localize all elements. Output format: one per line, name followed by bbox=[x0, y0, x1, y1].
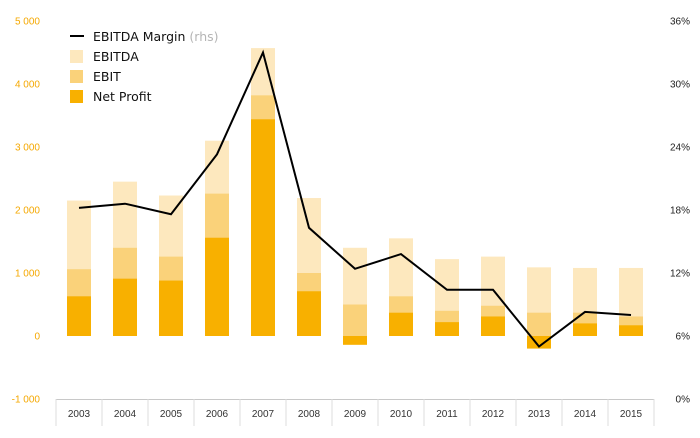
axis-layer: 2003 2004 2005 2006 2007 2008 2009 2010 2011 2012… bbox=[12, 17, 691, 426]
legend-item-net-profit: Net Profit bbox=[70, 86, 219, 106]
x-tick-label: 2010 bbox=[390, 409, 413, 420]
legend-label: Net Profit bbox=[93, 88, 152, 104]
y-right-tick-label: 24% bbox=[670, 143, 690, 154]
legend-item-ebitda: EBITDA bbox=[70, 46, 219, 66]
line-ebitda-margin bbox=[78, 49, 632, 348]
legend-swatch bbox=[70, 69, 83, 83]
legend-item-ebit: EBIT bbox=[70, 66, 219, 86]
y-right-tick-label: 12% bbox=[670, 269, 690, 280]
legend-label: EBIT bbox=[93, 68, 121, 84]
y-left-tick-label: 4 000 bbox=[15, 80, 40, 91]
y-left-tick-label: 1 000 bbox=[15, 269, 40, 280]
chart-legend: EBITDA Margin (rhs) EBITDA EBIT Net Prof… bbox=[70, 26, 219, 106]
x-tick-label: 2011 bbox=[436, 409, 458, 420]
x-tick-label: 2003 bbox=[68, 409, 91, 420]
x-tick-label: 2014 bbox=[574, 409, 597, 420]
legend-item-ebitda-margin: EBITDA Margin (rhs) bbox=[70, 26, 219, 46]
x-tick-label: 2015 bbox=[620, 409, 643, 420]
bar-ebit bbox=[343, 304, 367, 336]
x-tick-label: 2012 bbox=[482, 409, 505, 420]
bar-net-profit bbox=[389, 312, 413, 336]
y-right-tick-label: 36% bbox=[670, 17, 690, 28]
legend-swatch bbox=[70, 89, 83, 103]
bar-net-profit bbox=[113, 278, 137, 336]
legend-label-suffix: (rhs) bbox=[189, 28, 219, 44]
y-left-tick-label: 0 bbox=[34, 332, 40, 343]
bar-net-profit bbox=[481, 316, 505, 336]
bar-net-profit bbox=[297, 291, 321, 336]
bars-layer bbox=[67, 48, 643, 349]
x-tick-label: 2013 bbox=[528, 409, 551, 420]
legend-swatch bbox=[70, 49, 83, 63]
legend-label: EBITDA Margin bbox=[93, 28, 186, 44]
bar-net-profit bbox=[573, 323, 597, 336]
x-tick-label: 2007 bbox=[252, 409, 275, 420]
x-tick-label: 2009 bbox=[344, 409, 367, 420]
legend-line-swatch bbox=[70, 35, 84, 37]
y-left-tick-label: 3 000 bbox=[15, 143, 40, 154]
bar-net-profit bbox=[435, 322, 459, 336]
bar-net-profit bbox=[159, 280, 183, 336]
legend-label: EBITDA bbox=[93, 48, 139, 64]
x-tick-label: 2004 bbox=[114, 409, 137, 420]
y-left-tick-label: 2 000 bbox=[15, 206, 40, 217]
x-tick-label: 2008 bbox=[298, 409, 321, 420]
y-left-tick-label: -1 000 bbox=[12, 395, 41, 406]
bar-net-profit bbox=[251, 119, 275, 336]
line-layer bbox=[78, 49, 632, 348]
bar-net-profit bbox=[619, 325, 643, 336]
bar-ebit bbox=[527, 312, 551, 336]
y-left-tick-label: 5 000 bbox=[15, 17, 40, 28]
bar-net-profit bbox=[67, 296, 91, 336]
y-right-tick-label: 18% bbox=[670, 206, 690, 217]
y-right-tick-label: 0% bbox=[676, 395, 691, 406]
y-right-tick-label: 30% bbox=[670, 80, 690, 91]
bar-net-profit bbox=[343, 336, 367, 345]
x-tick-label: 2006 bbox=[206, 409, 229, 420]
y-right-tick-label: 6% bbox=[676, 332, 691, 343]
bar-net-profit bbox=[205, 237, 229, 336]
x-tick-label: 2005 bbox=[160, 409, 183, 420]
